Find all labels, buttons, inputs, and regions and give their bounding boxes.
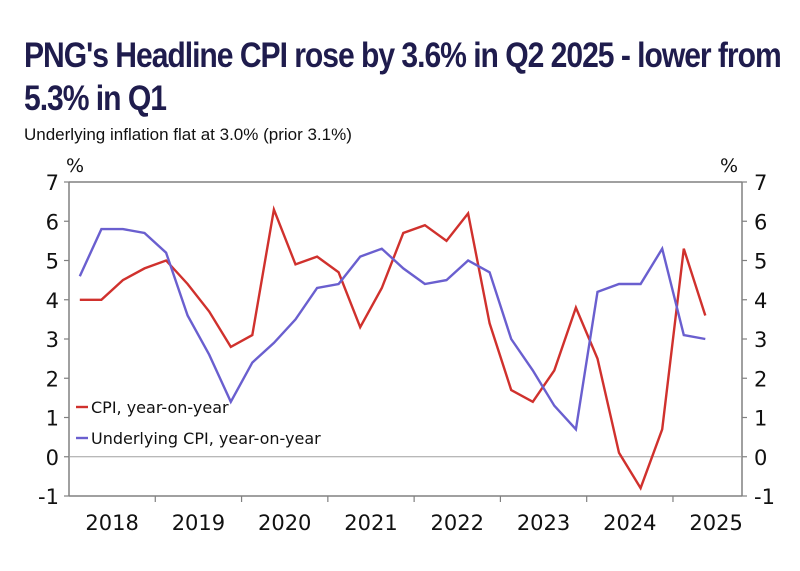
left-y-tick-label: 4: [46, 289, 59, 313]
legend-label: CPI, year-on-year: [91, 398, 229, 417]
left-y-tick-label: 0: [46, 446, 59, 470]
underlying-cpi-yoy-line: [78, 227, 706, 432]
left-y-tick-label: 6: [46, 210, 59, 234]
left-y-tick-label: 3: [46, 328, 59, 352]
chart-title: PNG's Headline CPI rose by 3.6% in Q2 20…: [24, 36, 782, 118]
right-y-tick-label: -1: [754, 485, 775, 509]
left-y-tick-label: 2: [46, 367, 59, 391]
right-y-tick-label: 1: [754, 407, 767, 431]
x-tick-label: 2018: [85, 511, 138, 535]
left-y-tick-label: 5: [46, 250, 59, 274]
right-y-unit-label: %: [720, 155, 738, 177]
left-y-tick-label: 1: [46, 407, 59, 431]
right-y-tick-label: 6: [754, 210, 767, 234]
left-y-unit-label: %: [66, 155, 84, 177]
x-tick-label: 2021: [344, 511, 397, 535]
chart-subtitle: Underlying inflation flat at 3.0% (prior…: [24, 125, 352, 144]
legend-label: Underlying CPI, year-on-year: [91, 429, 321, 448]
x-tick-label: 2023: [517, 511, 570, 535]
cpi-yoy-line: [79, 205, 707, 491]
right-y-tick-label: 3: [754, 328, 767, 352]
legend: CPI, year-on-year Underlying CPI, year-on…: [76, 398, 321, 448]
x-tick-label: 2022: [431, 511, 484, 535]
right-y-tick-label: 5: [754, 250, 767, 274]
series-layer: [78, 205, 707, 491]
x-tick-label: 2020: [258, 511, 311, 535]
x-tick-label: 2019: [172, 511, 225, 535]
x-tick-label: 2024: [603, 511, 656, 535]
left-y-tick-label: -1: [38, 485, 59, 509]
x-tick-label: 2025: [689, 511, 742, 535]
axes: -1 -1 0 0 1 1 2 2 3 3 4 4 5 5 6 6 7 7% % 2018 2019 2020 2021 20…: [38, 155, 775, 535]
left-y-tick-label: 7: [46, 171, 59, 195]
right-y-tick-label: 2: [754, 367, 767, 391]
right-y-tick-label: 4: [754, 289, 767, 313]
right-y-tick-label: 0: [754, 446, 767, 470]
right-y-tick-label: 7: [754, 171, 767, 195]
